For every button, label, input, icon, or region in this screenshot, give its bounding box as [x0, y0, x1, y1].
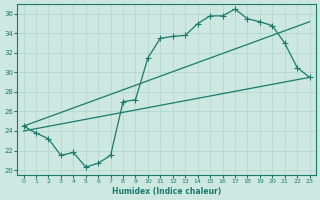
X-axis label: Humidex (Indice chaleur): Humidex (Indice chaleur) [112, 187, 221, 196]
